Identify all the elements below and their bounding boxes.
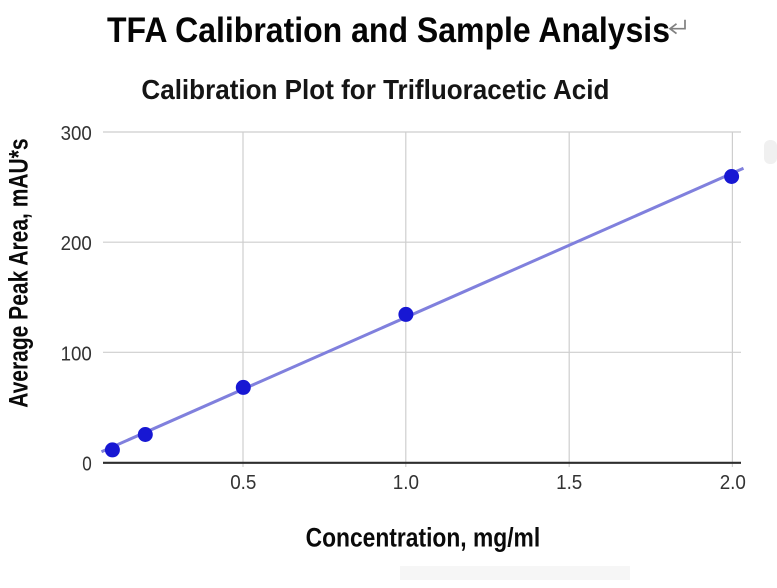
svg-text:Concentration, mg/ml: Concentration, mg/ml	[306, 523, 541, 553]
svg-text:Calibration Plot for Trifluora: Calibration Plot for Trifluoracetic Acid	[141, 74, 609, 105]
svg-text:0: 0	[82, 454, 92, 476]
svg-text:1.0: 1.0	[393, 472, 419, 494]
svg-text:1.5: 1.5	[556, 472, 582, 494]
svg-text:200: 200	[61, 233, 92, 255]
svg-text:0.5: 0.5	[230, 472, 256, 494]
svg-text:100: 100	[61, 343, 92, 365]
svg-text:TFA Calibration and Sample Ana: TFA Calibration and Sample Analysis	[107, 11, 670, 50]
svg-text:300: 300	[61, 123, 92, 145]
svg-text:2.0: 2.0	[720, 472, 746, 494]
svg-text:Average Peak Area, mAU*s: Average Peak Area, mAU*s	[4, 138, 34, 407]
